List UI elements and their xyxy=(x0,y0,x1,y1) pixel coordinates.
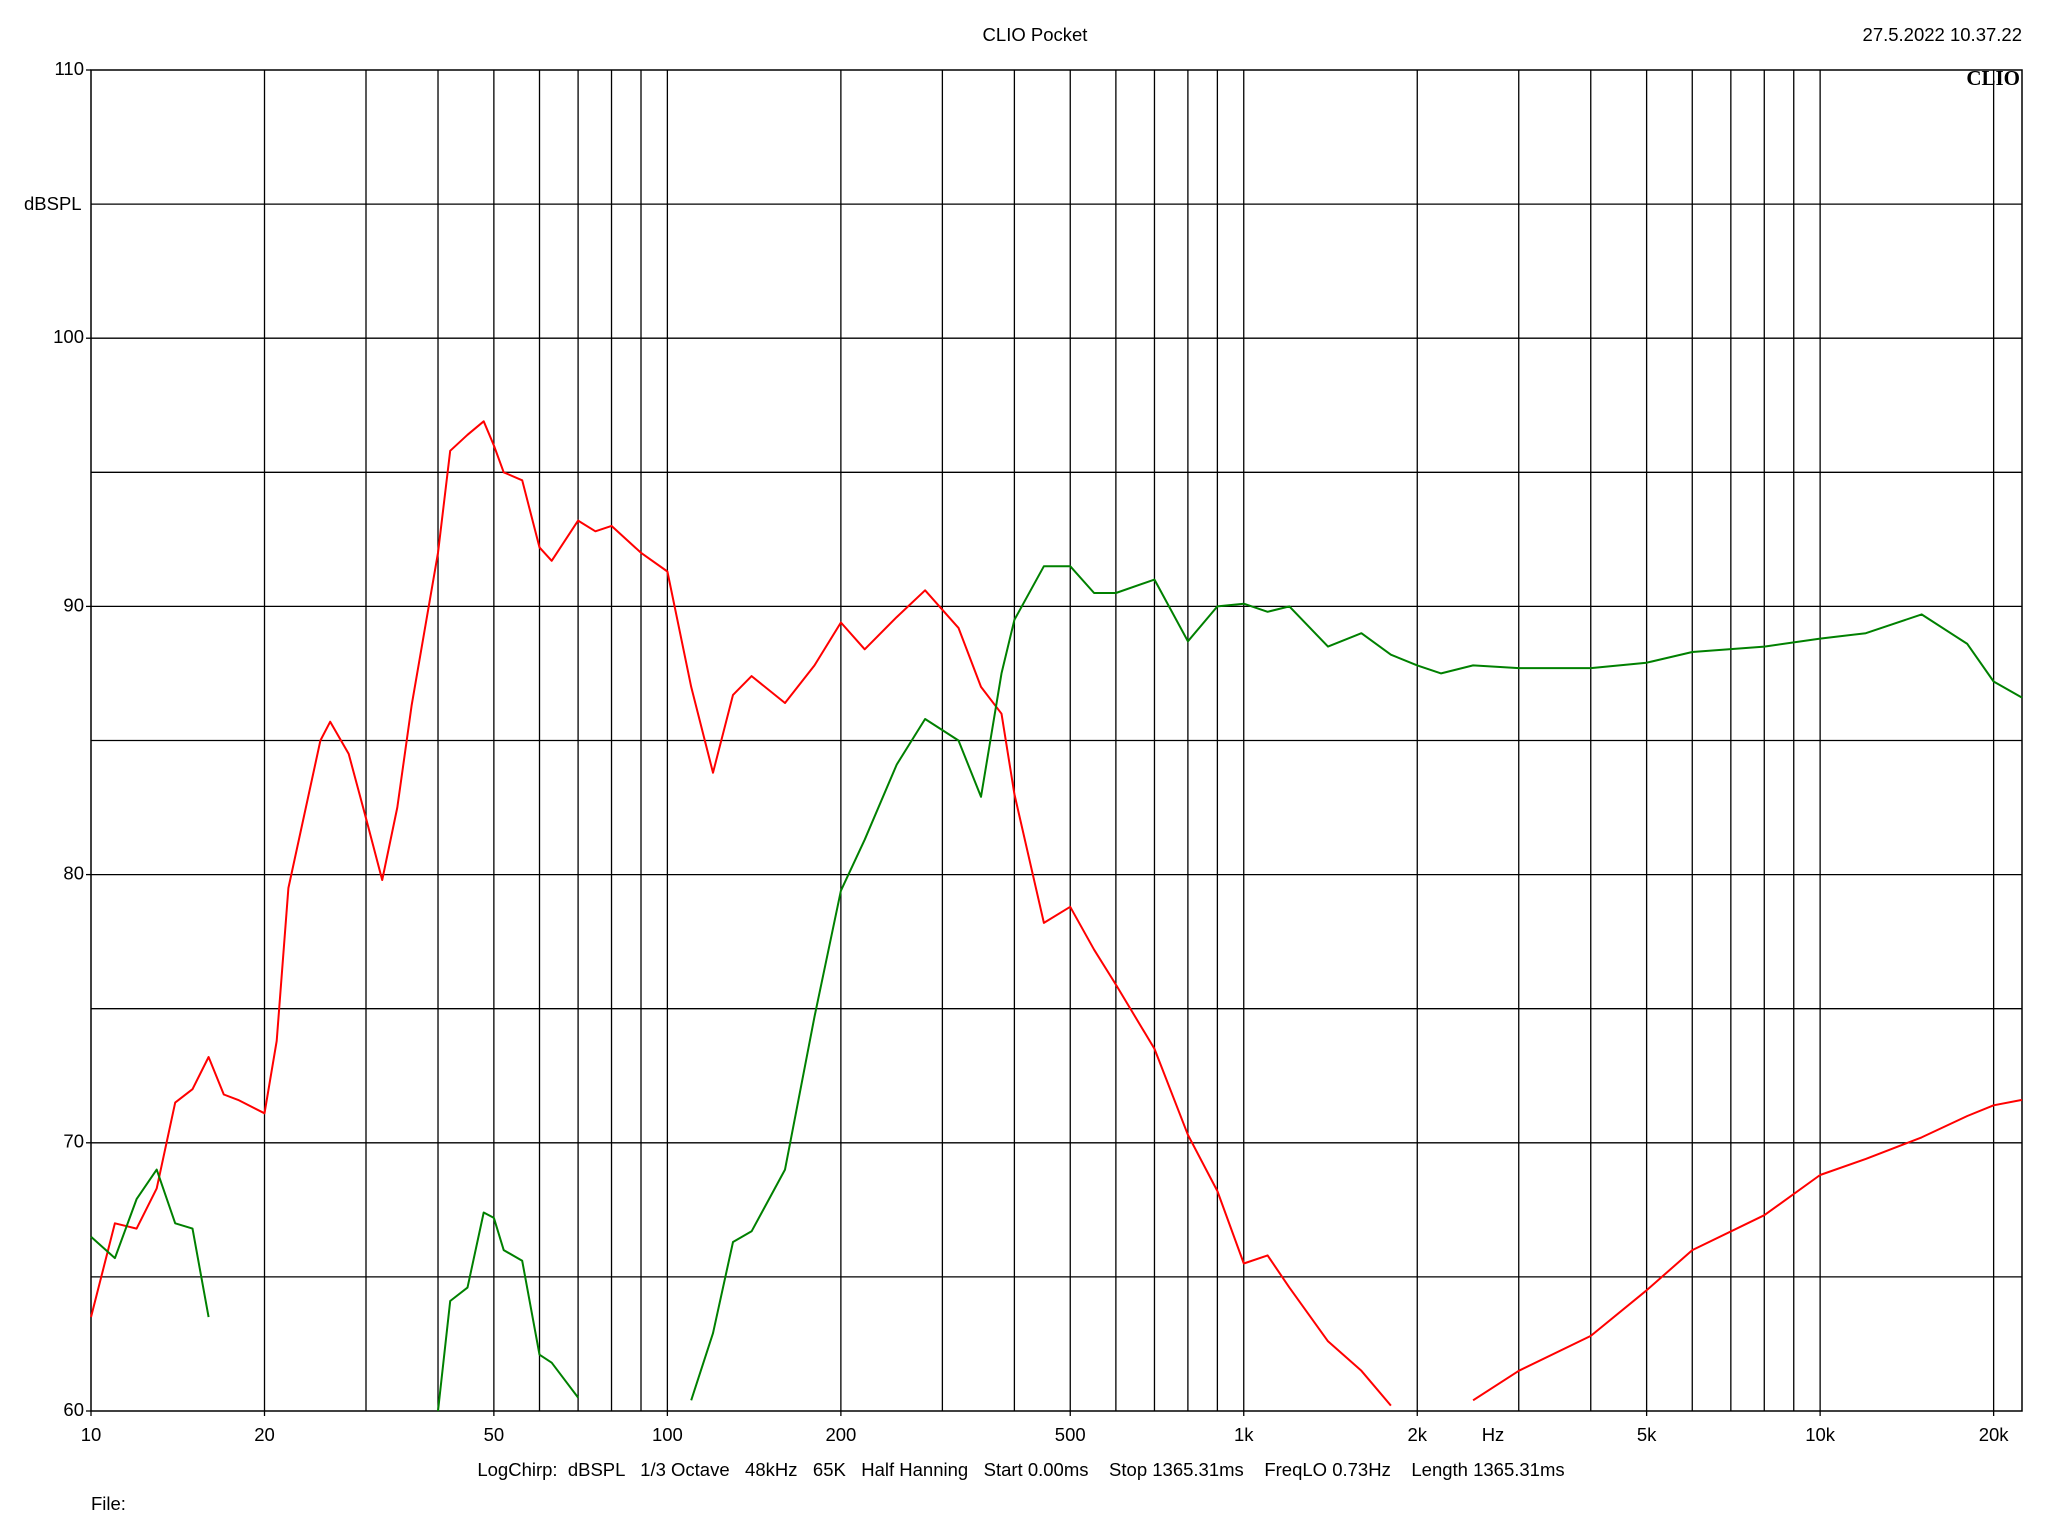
x-tick-label: 200 xyxy=(825,1424,856,1445)
y-axis-label: dBSPL xyxy=(24,193,82,214)
x-axis-label: Hz xyxy=(1482,1424,1505,1445)
y-tick-label: 100 xyxy=(53,326,84,347)
y-tick-label: 90 xyxy=(63,594,84,615)
y-tick-label: 110 xyxy=(55,58,85,79)
x-tick-label: 500 xyxy=(1055,1424,1086,1445)
series-line xyxy=(90,420,2023,1407)
x-tick-label: 2k xyxy=(1407,1424,1427,1445)
x-tick-label: 50 xyxy=(484,1424,505,1445)
x-tick-label: 20 xyxy=(254,1424,275,1445)
chart-title: CLIO Pocket xyxy=(983,24,1088,45)
y-tick-label: 80 xyxy=(63,862,84,883)
x-tick-label: 5k xyxy=(1637,1424,1657,1445)
x-tick-label: 1k xyxy=(1234,1424,1254,1445)
x-tick-label: 10k xyxy=(1805,1424,1836,1445)
series-line xyxy=(90,565,2023,1412)
timestamp: 27.5.2022 10.37.22 xyxy=(1863,24,2022,45)
y-tick-label: 70 xyxy=(63,1131,84,1152)
x-tick-label: 20k xyxy=(1979,1424,2010,1445)
plot-frame xyxy=(90,69,2023,1412)
x-tick-label: 100 xyxy=(652,1424,683,1445)
y-tick-label: 60 xyxy=(63,1399,84,1420)
file-label: File: xyxy=(91,1493,126,1514)
footer: LogChirp: dBSPL 1/3 Octave 48kHz 65K Hal… xyxy=(477,1459,1564,1480)
x-tick-label: 10 xyxy=(81,1424,102,1445)
